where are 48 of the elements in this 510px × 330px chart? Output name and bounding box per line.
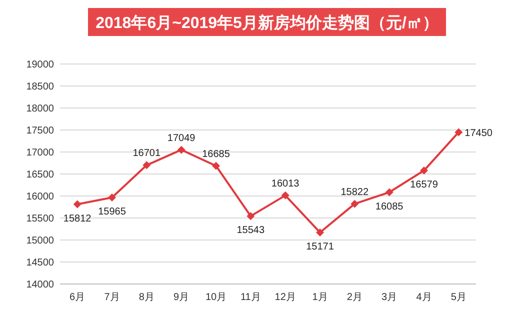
point (385, 188, 394, 196)
y-tick-label: 18000 (26, 104, 54, 114)
x-tick-label: 2月 (346, 292, 362, 303)
data-label: 17450 (464, 128, 493, 140)
y-tick-label: 17500 (26, 126, 54, 136)
x-tick-label: 4月 (416, 292, 432, 303)
x-tick-label: 7月 (104, 292, 120, 303)
data-label: 16013 (271, 178, 300, 190)
x-tick-label: 5月 (450, 292, 466, 303)
point (454, 128, 463, 136)
point (108, 194, 116, 202)
y-tick-label: 15500 (26, 214, 54, 224)
y-tick-label: 17000 (26, 148, 54, 158)
point (420, 166, 428, 175)
chart-title: 2018年6月~2019年5月新房均价走势图（元/㎡） (96, 13, 438, 32)
data-label: 15171 (306, 241, 334, 252)
x-tick-label: 3月 (382, 292, 398, 303)
x-tick-label: 11月 (240, 292, 261, 303)
point (142, 161, 151, 170)
x-tick-label: 10月 (205, 292, 227, 303)
data-label: 15822 (340, 186, 370, 198)
point (246, 212, 255, 220)
y-tick-label: 19000 (26, 60, 54, 70)
y-tick-label: 14000 (26, 280, 54, 290)
y-tick-label: 18500 (26, 82, 54, 92)
data-label: 15543 (236, 225, 266, 236)
y-tick-label: 16500 (26, 170, 54, 180)
data-label: 16701 (132, 148, 162, 160)
data-label: 15812 (63, 213, 92, 224)
x-tick-label: 9月 (174, 292, 190, 303)
point (177, 146, 186, 154)
y-tick-label: 14500 (26, 258, 54, 268)
data-label: 17049 (167, 132, 196, 144)
y-tick-label: 15000 (26, 236, 54, 246)
x-tick-label: 6月 (70, 292, 86, 303)
data-label: 15965 (98, 206, 126, 218)
x-tick-label: 1月 (312, 292, 328, 303)
point (281, 191, 290, 200)
data-label: 16579 (410, 180, 438, 191)
point (316, 228, 324, 236)
point (350, 200, 359, 208)
data-label: 16685 (202, 148, 230, 160)
x-tick-label: 8月 (138, 292, 154, 303)
data-label: 16085 (375, 201, 404, 212)
point (73, 200, 82, 208)
y-tick-label: 16000 (26, 192, 54, 202)
point (212, 162, 220, 170)
x-tick-label: 12月 (274, 292, 296, 303)
